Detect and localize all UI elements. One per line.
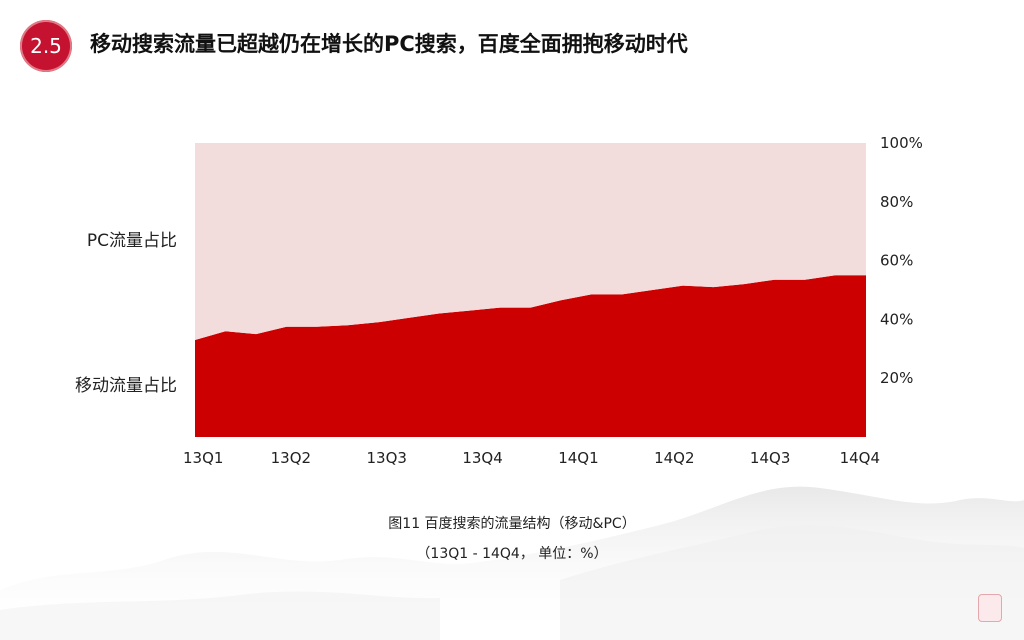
- area-series-pc: [195, 143, 866, 340]
- chart-caption-subtitle: （13Q1 - 14Q4， 单位：%）: [416, 546, 608, 562]
- y-tick-label: 100%: [880, 134, 923, 152]
- y-tick-label: 20%: [880, 369, 913, 387]
- y-tick-label: 80%: [880, 193, 913, 211]
- x-tick-label: 14Q1: [558, 449, 598, 467]
- x-tick-label: 14Q2: [654, 449, 694, 467]
- x-tick-label: 13Q1: [183, 449, 223, 467]
- y-tick-label: 40%: [880, 310, 913, 328]
- y-tick-label: 60%: [880, 252, 913, 270]
- series-label-pc: PC流量占比: [87, 231, 177, 251]
- section-number-badge: 2.5: [20, 20, 72, 72]
- seal-stamp-decoration: [978, 594, 1002, 622]
- x-tick-label: 14Q4: [840, 449, 880, 467]
- mountain-ink-decoration: [0, 486, 1024, 640]
- x-tick-label: 14Q3: [750, 449, 790, 467]
- x-tick-label: 13Q2: [271, 449, 311, 467]
- page-title: 移动搜索流量已超越仍在增长的PC搜索，百度全面拥抱移动时代: [90, 32, 688, 56]
- x-tick-label: 13Q4: [462, 449, 502, 467]
- chart-caption: 图11 百度搜索的流量结构（移动&PC）: [388, 516, 636, 532]
- series-label-mobile: 移动流量占比: [75, 376, 177, 396]
- area-series-mobile: [195, 275, 866, 437]
- x-tick-label: 13Q3: [366, 449, 406, 467]
